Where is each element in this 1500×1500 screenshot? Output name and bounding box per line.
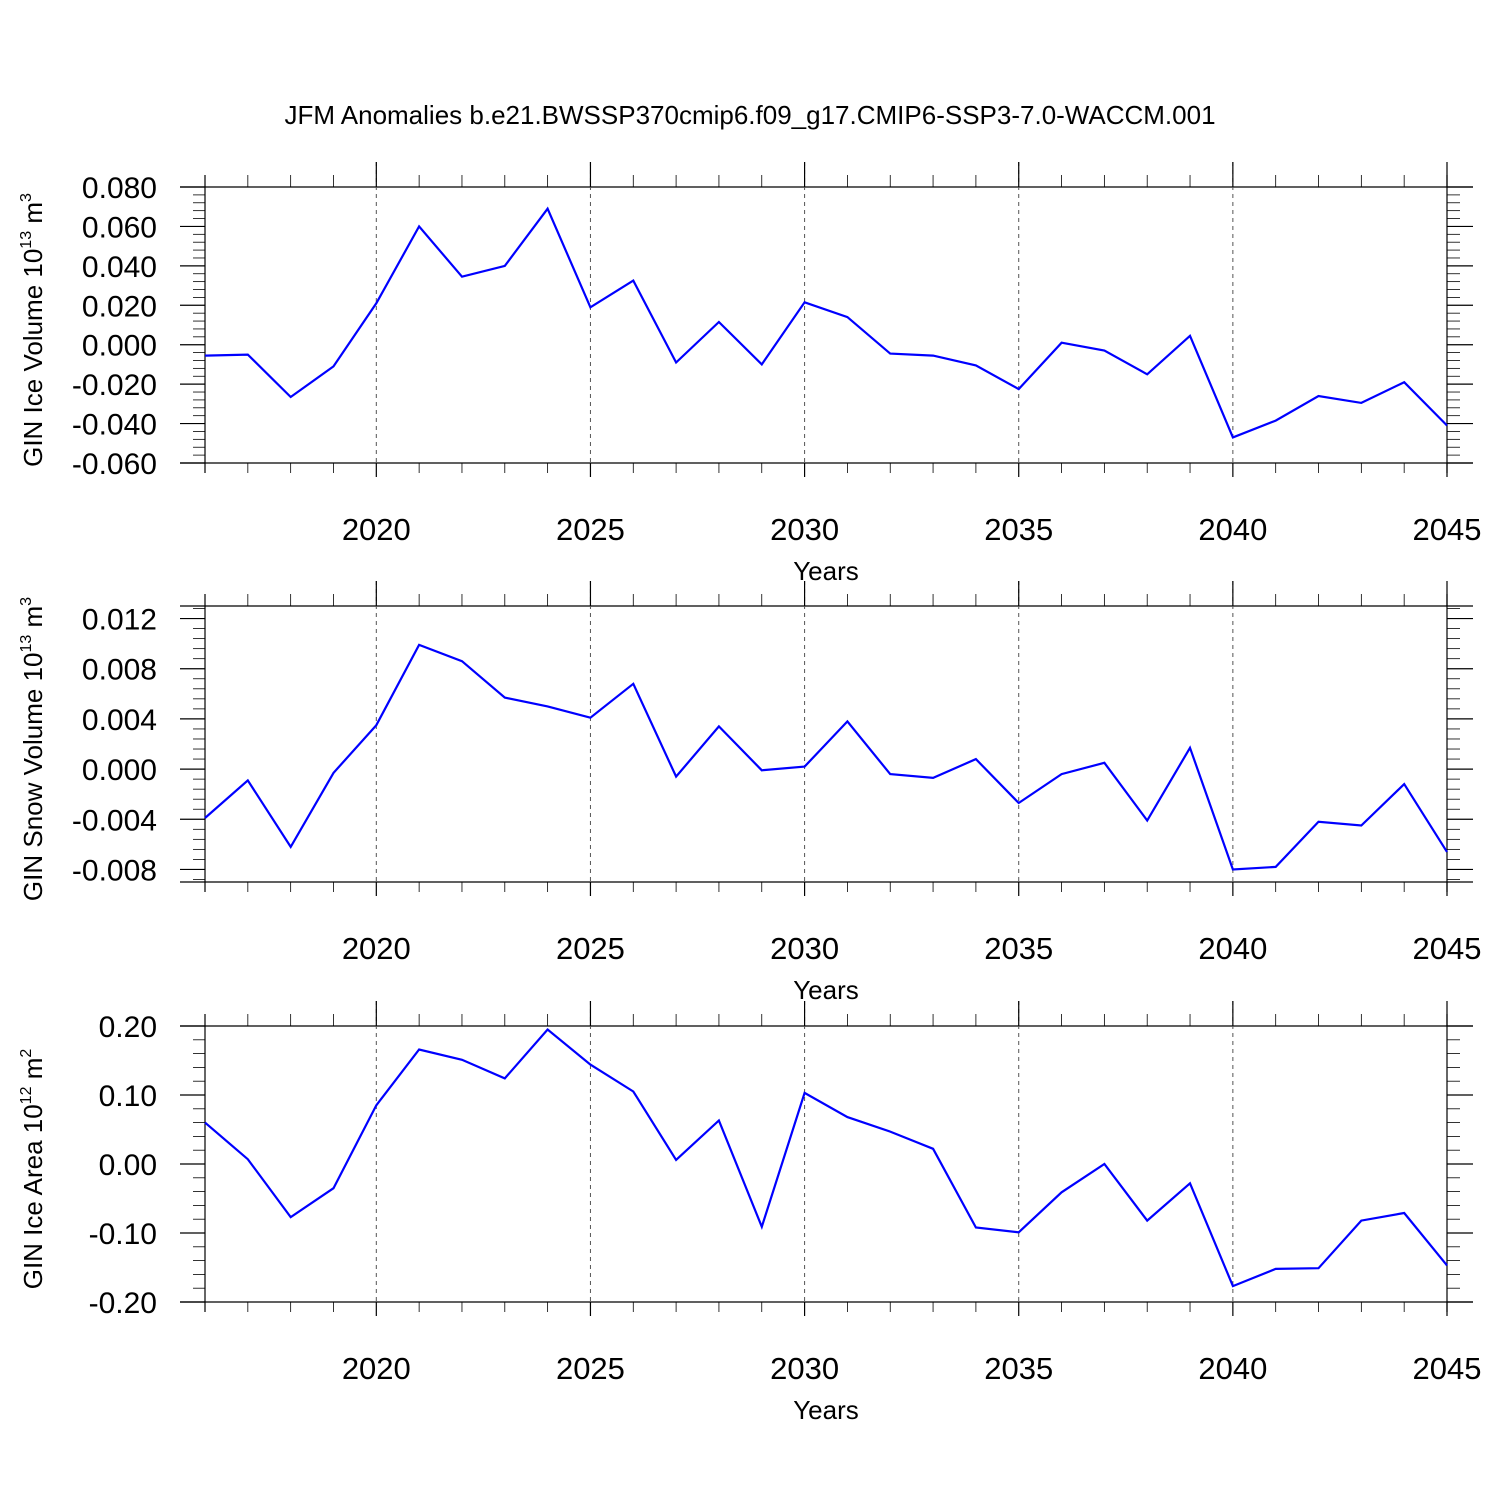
y-axis-unit-exponent: 2 (18, 1049, 35, 1058)
x-tick-label: 2040 (1198, 931, 1267, 966)
x-tick-label: 2020 (342, 1351, 411, 1386)
x-tick-label: 2040 (1198, 512, 1267, 547)
y-axis-label: GIN Ice Volume 1013 m3 (18, 193, 48, 467)
y-tick-label: 0.10 (99, 1080, 157, 1113)
y-tick-label: 0.008 (82, 654, 157, 687)
x-tick-label: 2030 (770, 931, 839, 966)
y-tick-label: -0.040 (72, 409, 157, 442)
y-axis-unit-exponent: 3 (18, 597, 35, 606)
x-axis-label: Years (793, 1395, 859, 1425)
y-tick-label: 0.012 (82, 604, 157, 637)
y-tick-label: 0.060 (82, 211, 157, 244)
x-tick-label: 2035 (984, 1351, 1053, 1386)
y-tick-label: 0.080 (82, 172, 157, 205)
x-tick-label: 2025 (556, 931, 625, 966)
y-axis-label-part: GIN Snow Volume 10 (18, 653, 48, 902)
chart-panels: -0.060 -0.040 -0.020 0.000 0.020 0.040 0.060 0.… (18, 162, 1481, 1425)
x-tick-label: 2040 (1198, 1351, 1267, 1386)
panel-2: -0.008 -0.004 0.000 0.004 0.008 0.012 2020 2025… (18, 581, 1481, 1005)
y-axis-label-part: m (18, 1058, 48, 1087)
y-tick-label: 0.000 (82, 330, 157, 363)
x-axis-label: Years (793, 975, 859, 1005)
x-tick-label: 2045 (1413, 512, 1482, 547)
series-line (204, 643, 1448, 871)
x-axis-label: Years (793, 556, 859, 586)
panel-3: -0.20 -0.10 0.00 0.10 0.20 2020 2025 2030 2035 20… (18, 1001, 1481, 1425)
y-axis-unit-exponent: 13 (18, 231, 35, 249)
y-tick-label: 0.20 (99, 1011, 157, 1044)
x-tick-label: 2030 (770, 512, 839, 547)
y-axis-unit-exponent: 12 (18, 1086, 35, 1104)
x-tick-label: 2045 (1413, 1351, 1482, 1386)
y-axis-label-part: m (18, 606, 48, 635)
x-tick-label: 2035 (984, 512, 1053, 547)
y-tick-label: 0.00 (99, 1149, 157, 1182)
x-tick-label: 2025 (556, 512, 625, 547)
x-tick-label: 2020 (342, 512, 411, 547)
y-tick-label: -0.020 (72, 369, 157, 402)
y-tick-label: 0.020 (82, 290, 157, 323)
series-line (204, 1027, 1448, 1288)
y-axis-unit-exponent: 13 (18, 635, 35, 653)
series-line (204, 206, 1448, 439)
x-tick-label: 2020 (342, 931, 411, 966)
y-tick-label: -0.10 (89, 1218, 157, 1251)
y-axis-label-part: GIN Ice Area 10 (18, 1104, 48, 1289)
x-tick-label: 2025 (556, 1351, 625, 1386)
y-axis-label: GIN Snow Volume 1013 m3 (18, 597, 48, 901)
y-tick-label: -0.008 (72, 854, 157, 887)
y-axis-unit-exponent: 3 (18, 193, 35, 202)
x-tick-label: 2030 (770, 1351, 839, 1386)
panel-1: -0.060 -0.040 -0.020 0.000 0.020 0.040 0.060 0.… (18, 162, 1481, 586)
y-tick-label: 0.004 (82, 704, 157, 737)
chart-title: JFM Anomalies b.e21.BWSSP370cmip6.f09_g1… (284, 100, 1215, 130)
y-tick-label: 0.040 (82, 251, 157, 284)
y-tick-label: -0.20 (89, 1287, 157, 1320)
x-tick-label: 2035 (984, 931, 1053, 966)
y-tick-label: -0.060 (72, 448, 157, 481)
y-axis-label: GIN Ice Area 1012 m2 (18, 1049, 48, 1290)
y-tick-label: -0.004 (72, 804, 157, 837)
y-axis-label-part: GIN Ice Volume 10 (18, 249, 48, 467)
y-tick-label: 0.000 (82, 754, 157, 787)
x-tick-label: 2045 (1413, 931, 1482, 966)
y-axis-label-part: m (18, 202, 48, 231)
